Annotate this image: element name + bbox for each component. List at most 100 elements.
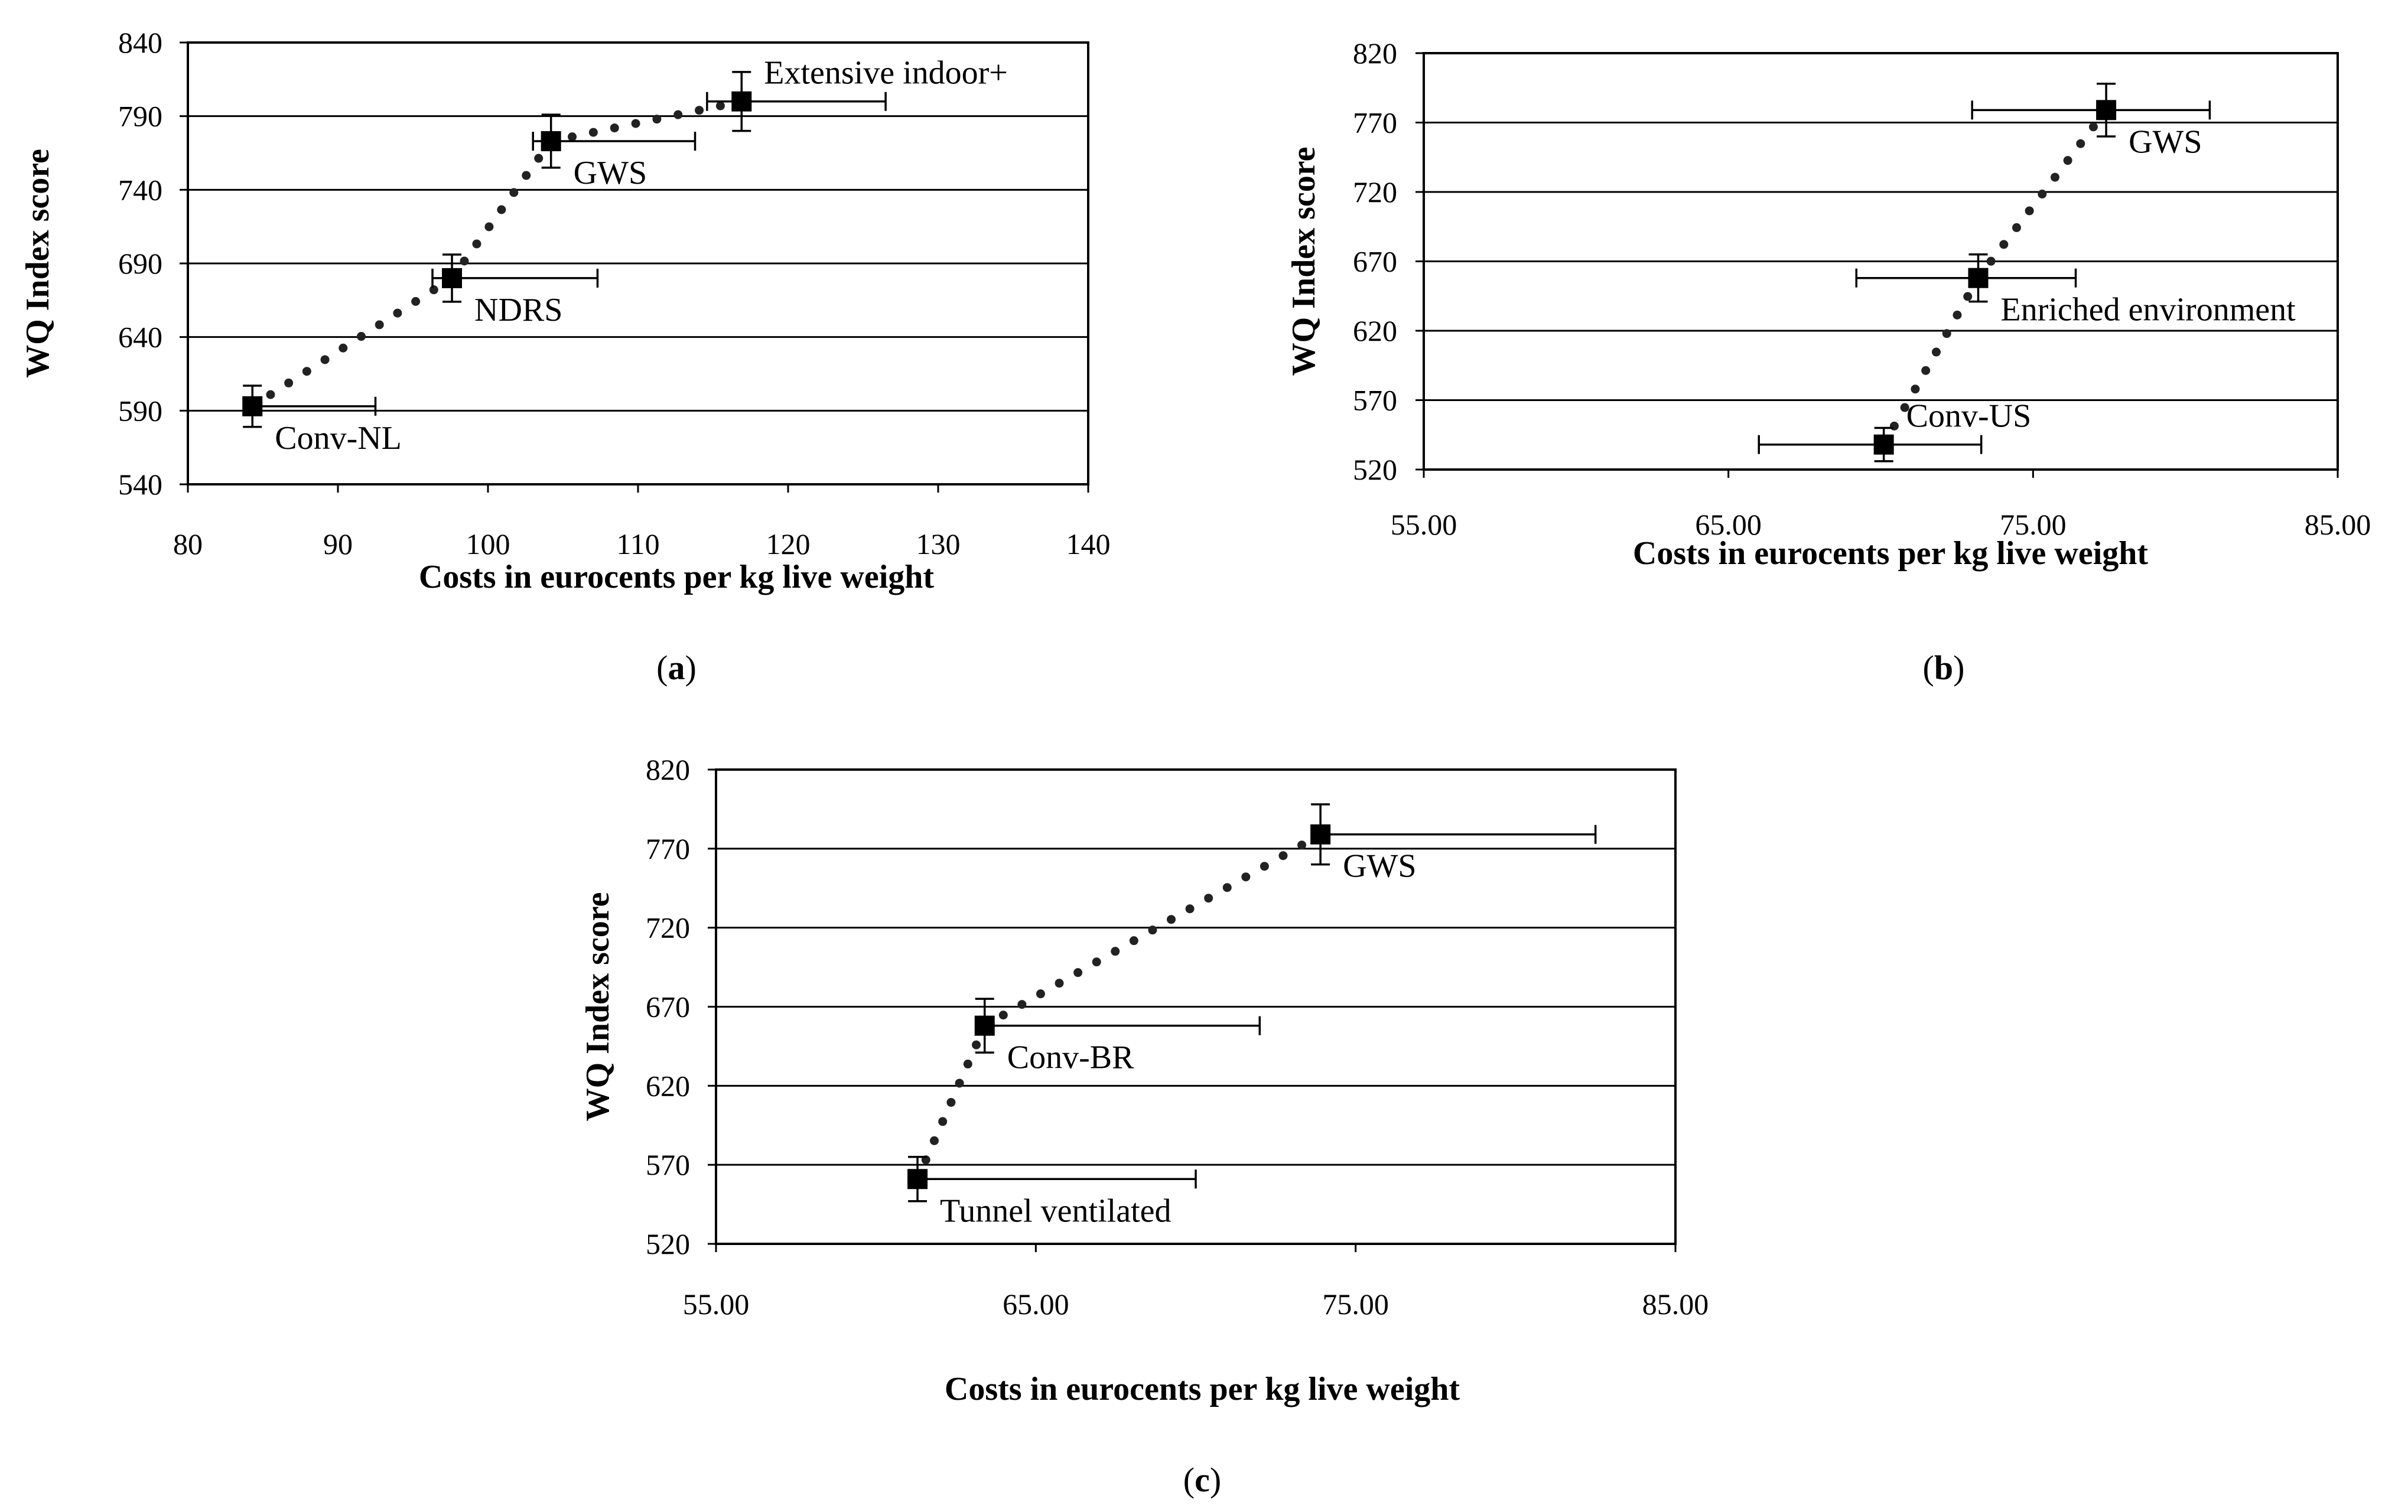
frontier-dot-a-2-7 xyxy=(695,106,704,115)
y-tick-label-c-820: 820 xyxy=(646,753,690,786)
data-point-extensive-indoor-a xyxy=(731,91,752,112)
frontier-dot-a-0-8 xyxy=(393,308,402,318)
y-axis-title-b: WQ Index score xyxy=(1286,147,1322,376)
x-axis-title-b: Costs in eurocents per kg live weight xyxy=(1633,535,2148,572)
point-label-enriched-environment-b: Enriched environment xyxy=(2001,292,2296,328)
frontier-dot-b-1-1 xyxy=(1986,256,1996,266)
frontier-dot-c-0-7 xyxy=(972,1040,981,1050)
y-tick-label-c-770: 770 xyxy=(646,832,690,865)
frontier-dot-c-1-16 xyxy=(1278,851,1288,861)
x-axis-title-a: Costs in eurocents per kg live weight xyxy=(419,559,934,595)
y-tick-label-a-640: 640 xyxy=(118,321,162,354)
y-tick-label-a-690: 690 xyxy=(118,247,162,280)
panel-label-letter-c: c xyxy=(1195,1461,1210,1499)
y-tick-label-a-840: 840 xyxy=(118,26,162,59)
frontier-dot-c-0-5 xyxy=(955,1078,964,1088)
point-label-tunnel-ventilated-c: Tunnel ventilated xyxy=(940,1192,1171,1229)
x-tick-label-a-130: 130 xyxy=(916,527,961,561)
frontier-dot-c-0-2 xyxy=(929,1136,939,1145)
data-point-conv-nl-a xyxy=(242,396,263,416)
frontier-dot-b-0-7 xyxy=(1953,310,1962,320)
panel-c: 520 570 620 670 720 770 820 55.00 65.00 75.00 85.0… xyxy=(580,753,1709,1499)
point-label-gws-b: GWS xyxy=(2129,123,2202,160)
panel-label-a: (a) xyxy=(656,649,697,687)
frontier-dot-a-0-1 xyxy=(266,390,275,399)
frontier-dot-c-0-4 xyxy=(946,1097,956,1107)
point-label-gws-a: GWS xyxy=(574,155,647,191)
y-tick-label-a-590: 590 xyxy=(118,394,162,427)
frontier-dot-c-1-13 xyxy=(1222,883,1232,892)
y-tick-label-b-820: 820 xyxy=(1353,37,1397,70)
frontier-dot-c-1-11 xyxy=(1185,904,1195,914)
frontier-dot-b-0-2 xyxy=(1900,403,1909,412)
frontier-dot-c-1-17 xyxy=(1297,840,1307,850)
frontier-dot-b-1-8 xyxy=(2076,139,2085,148)
panel-label-letter-b: b xyxy=(1934,649,1953,687)
panel-label-close-paren-a: ) xyxy=(685,649,697,687)
panel-label-c: (c) xyxy=(1183,1461,1221,1499)
panel-label-open-paren-a: ( xyxy=(656,649,668,687)
frontier-dot-a-0-7 xyxy=(375,320,384,330)
frontier-dot-b-0-8 xyxy=(1963,292,1973,301)
frontier-dot-a-1-6 xyxy=(522,171,531,180)
frontier-dot-a-0-4 xyxy=(320,355,330,364)
frontier-dot-a-1-7 xyxy=(534,154,544,163)
frontier-dot-b-1-5 xyxy=(2038,190,2047,199)
frontier-dot-b-1-6 xyxy=(2050,172,2059,182)
frontier-dot-c-1-6 xyxy=(1092,957,1101,967)
x-tick-label-a-120: 120 xyxy=(766,527,811,561)
panel-label-close-paren-b: ) xyxy=(1953,649,1964,687)
y-tick-label-b-770: 770 xyxy=(1353,106,1397,139)
frontier-dot-a-2-4 xyxy=(631,119,640,128)
x-tick-label-b-85: 85.00 xyxy=(2305,508,2371,541)
data-point-conv-br-c xyxy=(974,1015,995,1036)
panel-b: 520 570 620 670 720 770 820 55.00 65.00 75.00 85.0… xyxy=(1286,37,2371,687)
frontier-dot-a-0-2 xyxy=(284,378,294,387)
frontier-dot-c-0-6 xyxy=(963,1060,972,1069)
y-tick-label-b-720: 720 xyxy=(1353,175,1397,208)
panel-a: 540 590 640 690 740 790 840 80 90 100 110 120 130 140… xyxy=(19,26,1111,687)
frontier-dot-a-0-3 xyxy=(302,367,311,376)
x-tick-label-b-55: 55.00 xyxy=(1391,508,1457,541)
frontier-dot-a-1-5 xyxy=(509,188,519,197)
frontier-dot-c-1-14 xyxy=(1241,872,1251,882)
frontier-dot-a-2-3 xyxy=(610,123,619,133)
y-tick-label-a-540: 540 xyxy=(118,468,162,501)
point-label-conv-br-c: Conv-BR xyxy=(1007,1040,1134,1076)
point-label-conv-nl-a: Conv-NL xyxy=(275,420,402,457)
x-tick-label-b-65: 65.00 xyxy=(1695,508,1762,541)
frontier-dot-b-0-3 xyxy=(1911,384,1920,394)
frontier-dot-c-0-3 xyxy=(938,1117,948,1126)
y-tick-label-c-520: 520 xyxy=(646,1227,690,1260)
data-point-gws-a xyxy=(541,131,561,152)
x-tick-label-a-90: 90 xyxy=(323,527,353,561)
y-tick-label-c-670: 670 xyxy=(646,990,690,1024)
frontier-dot-c-1-7 xyxy=(1111,947,1120,956)
frontier-dot-b-0-5 xyxy=(1931,347,1941,357)
frontier-dot-a-0-10 xyxy=(429,285,438,295)
frontier-dot-c-1-5 xyxy=(1073,968,1083,977)
x-tick-label-a-110: 110 xyxy=(616,527,659,561)
y-axis-title-a: WQ Index score xyxy=(19,149,56,378)
frontier-dot-c-1-8 xyxy=(1129,936,1138,946)
frontier-dot-a-0-9 xyxy=(411,296,421,306)
point-label-ndrs-a: NDRS xyxy=(474,292,562,328)
frontier-dot-c-1-4 xyxy=(1055,979,1064,988)
frontier-dot-a-2-2 xyxy=(588,128,598,137)
frontier-dot-a-1-1 xyxy=(460,256,469,266)
y-tick-label-b-520: 520 xyxy=(1353,453,1397,486)
frontier-dot-a-1-2 xyxy=(472,239,481,249)
frontier-dot-b-0-6 xyxy=(1942,329,1951,338)
data-point-ndrs-a xyxy=(442,268,463,288)
frontier-dot-b-1-9 xyxy=(2088,122,2098,132)
panel-label-letter-a: a xyxy=(668,649,685,687)
panel-label-open-paren-c: ( xyxy=(1183,1461,1195,1499)
data-point-gws-c xyxy=(1310,824,1331,845)
frontier-dot-a-2-8 xyxy=(715,101,725,110)
x-tick-label-c-75: 75.00 xyxy=(1322,1288,1389,1321)
frontier-dot-b-1-2 xyxy=(1999,240,2009,249)
frontier-dot-a-2-6 xyxy=(673,110,683,119)
frontier-dot-b-0-1 xyxy=(1889,421,1899,431)
data-point-tunnel-ventilated-c xyxy=(907,1169,928,1190)
x-tick-label-a-100: 100 xyxy=(466,527,510,561)
